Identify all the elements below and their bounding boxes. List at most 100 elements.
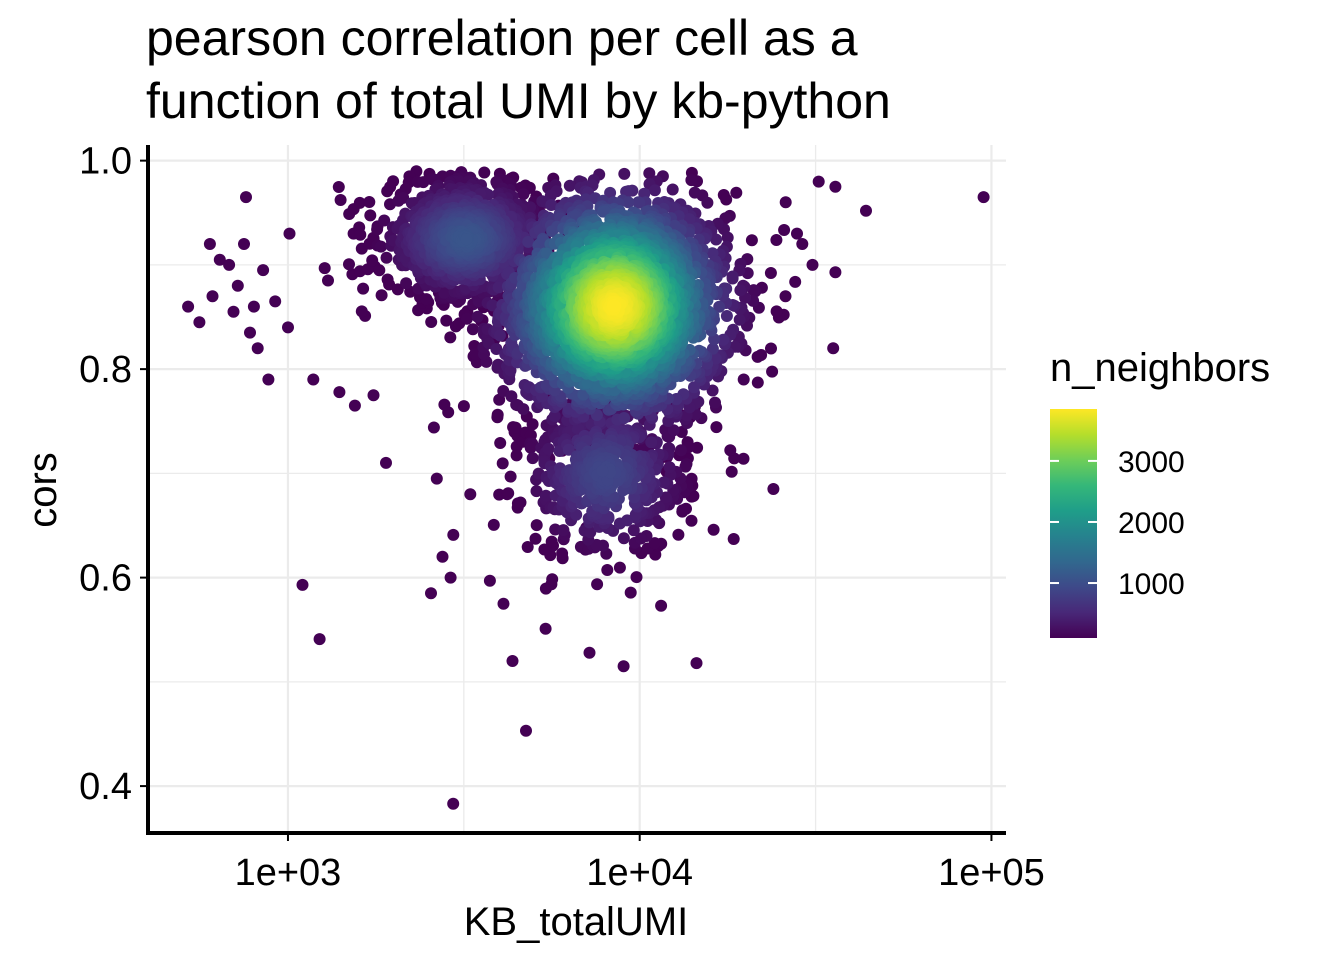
data-point [213,253,226,266]
data-point [438,398,451,411]
data-point [601,564,614,576]
data-point [737,373,750,386]
data-point [633,196,646,209]
data-point [630,571,643,584]
data-point [621,514,634,527]
data-point [491,408,504,421]
data-point [622,196,635,209]
data-point [751,376,764,389]
data-point [381,185,394,198]
data-point [262,373,275,386]
data-point [231,279,244,292]
data-point [517,188,530,201]
data-point [357,282,370,295]
data-point [613,561,626,574]
data-point [348,399,361,412]
legend-tick-label: 1000 [1118,568,1185,601]
data-point [367,389,380,402]
data-point [617,660,630,673]
data-point [556,547,569,560]
data-point [494,437,507,449]
data-point [791,227,803,240]
data-point [506,655,519,667]
data-point [720,193,733,206]
data-point [238,238,250,250]
chart-title-line-1: pearson correlation per cell as a [146,10,858,66]
data-point [627,524,640,537]
data-point [517,403,530,416]
data-point [460,233,473,246]
data-point [548,410,561,423]
data-point [596,464,609,477]
data-point [251,342,264,355]
data-point [420,293,433,306]
data-point [617,532,630,545]
data-point [334,194,347,206]
data-point [373,264,386,277]
data-point [666,183,679,196]
data-point [283,227,296,240]
x-tick-label: 1e+03 [235,852,342,894]
data-point [657,476,670,489]
data-point [364,209,377,222]
data-point [483,574,496,587]
data-point [789,275,802,288]
data-point [812,175,825,188]
data-point [380,456,392,469]
data-point [827,342,840,355]
data-point [469,348,482,361]
data-point [430,472,443,485]
data-point [767,483,780,495]
data-point [730,186,743,199]
data-point [690,657,703,670]
data-point [796,238,809,250]
data-point [624,586,637,599]
data-point [530,485,543,498]
data-point [643,167,656,180]
data-point [717,333,730,346]
data-point [545,199,558,211]
data-point [648,537,661,550]
data-point [765,342,777,355]
data-point [707,523,720,536]
x-tick-label: 1e+04 [586,852,693,894]
data-point [521,541,534,553]
data-point [318,262,331,275]
data-point [457,400,470,413]
data-point [562,443,575,456]
data-point [770,305,783,318]
y-tick-label: 0.8 [79,349,132,391]
data-point [676,504,689,517]
data-point [440,314,453,327]
data-point [526,418,539,431]
data-point [685,514,698,527]
data-point [734,284,747,297]
data-point [663,461,676,474]
y-tick-labels: 0.4 0.6 0.8 1.0 [79,141,148,808]
data-point [182,300,195,313]
data-point [363,196,376,208]
data-point [685,174,698,187]
data-point [313,633,326,646]
data-point [737,452,750,465]
data-point [307,373,320,386]
data-point [355,305,368,318]
data-point [751,350,764,363]
data-point [655,599,668,612]
data-point [438,286,451,299]
data-point [713,300,726,313]
data-point [526,452,539,465]
data-point [539,622,552,635]
legend-title: n_neighbors [1050,346,1270,390]
data-point [375,240,387,253]
data-point [257,264,270,277]
data-point [332,181,345,193]
data-point [720,310,733,322]
data-point [391,283,404,296]
data-point [333,386,346,399]
data-point [447,797,460,810]
data-point [444,331,457,344]
data-point [706,384,719,397]
data-point [397,191,410,204]
